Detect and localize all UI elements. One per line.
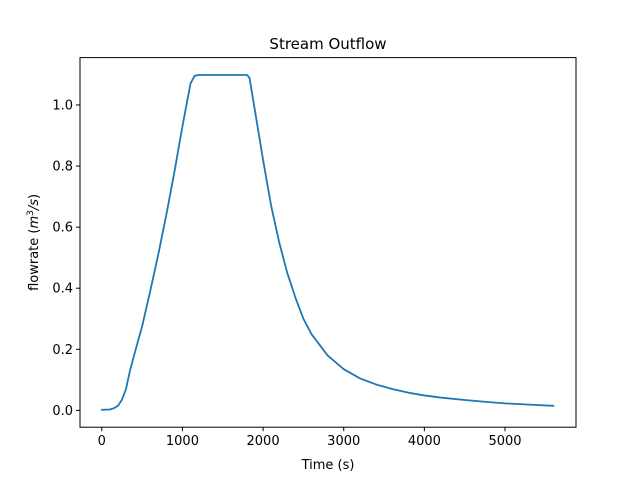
y-axis-title: flowrate (m3/s) — [26, 194, 42, 291]
y-axis-title-close: ) — [27, 194, 42, 199]
y-tick-label: 0.2 — [52, 343, 73, 358]
plot-frame — [79, 57, 577, 428]
x-tick-label: 1000 — [166, 434, 199, 449]
y-tick-label: 0.8 — [52, 160, 73, 175]
x-axis: 0 1000 2000 3000 4000 5000 — [98, 427, 522, 449]
y-axis-title-unit-m: m — [27, 216, 42, 229]
x-tick-label: 4000 — [408, 434, 441, 449]
y-tick-label: 0.4 — [52, 282, 73, 297]
y-tick-label: 1.0 — [52, 98, 73, 113]
x-tick-label: 2000 — [247, 434, 280, 449]
y-axis-title-unit-rest: /s — [27, 199, 42, 211]
y-axis: 0.0 0.2 0.4 0.6 0.8 1.0 — [52, 98, 80, 419]
chart-title: Stream Outflow — [269, 35, 386, 53]
series-layer — [100, 74, 555, 411]
y-tick-label: 0.0 — [52, 404, 73, 419]
x-tick-label: 0 — [98, 434, 106, 449]
y-tick-label: 0.6 — [52, 221, 73, 236]
plot-background — [80, 57, 576, 428]
y-axis-title-base: flowrate ( — [27, 229, 42, 291]
series-line-0 — [100, 74, 555, 411]
y-axis-title-exponent: 3 — [26, 210, 36, 216]
x-tick-label: 5000 — [488, 434, 521, 449]
x-tick-label: 3000 — [327, 434, 360, 449]
x-axis-title: Time (s) — [301, 458, 355, 473]
